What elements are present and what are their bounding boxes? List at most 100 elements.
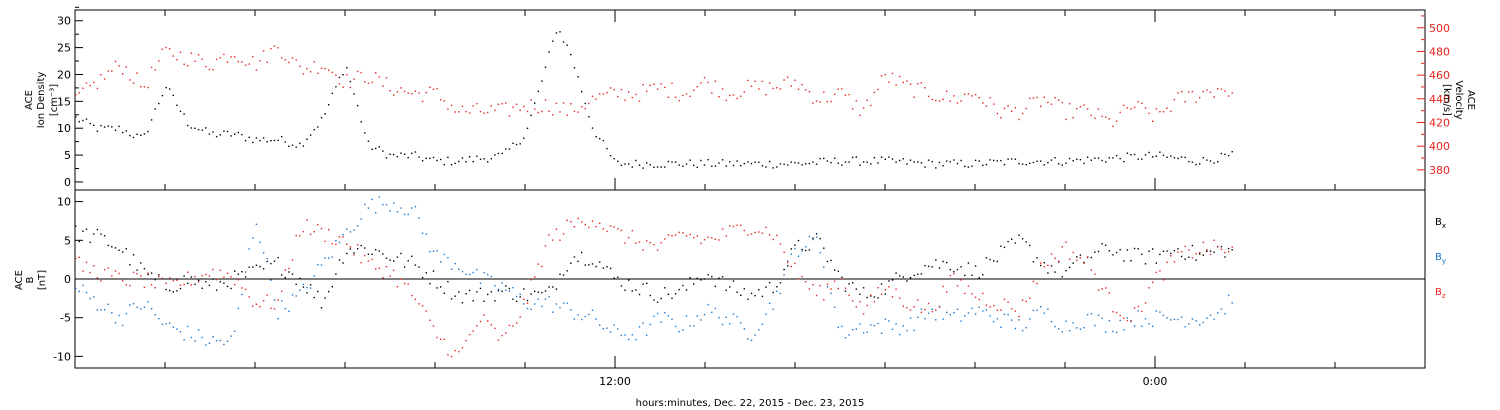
- data-point-bz: [1083, 262, 1085, 264]
- data-point-bz: [768, 234, 771, 236]
- data-point-bx: [1166, 250, 1168, 252]
- data-point-series0: [985, 164, 988, 166]
- data-point-bx: [512, 298, 514, 300]
- data-point-series0: [418, 156, 420, 158]
- data-point-series0: [989, 159, 991, 161]
- data-point-series0: [830, 161, 832, 164]
- data-point-series0: [1032, 161, 1035, 164]
- data-point-series1: [617, 95, 619, 98]
- data-point-by: [602, 328, 605, 330]
- data-point-series0: [403, 153, 406, 155]
- data-point-bx: [432, 270, 435, 272]
- data-point-by: [1227, 294, 1230, 297]
- data-point-series1: [638, 100, 641, 102]
- data-point-bx: [1155, 262, 1157, 264]
- data-point-series0: [440, 158, 442, 161]
- density-tick-label: 25: [57, 42, 71, 55]
- data-point-bz: [877, 287, 879, 289]
- data-point-bz: [1188, 249, 1190, 251]
- data-point-bx: [320, 307, 323, 309]
- data-point-by: [779, 292, 782, 295]
- data-point-series1: [1141, 102, 1143, 105]
- data-point-bz: [1144, 302, 1147, 304]
- data-point-series0: [537, 90, 539, 93]
- data-point-bx: [714, 285, 717, 288]
- data-point-by: [223, 343, 225, 346]
- data-point-bz: [476, 325, 478, 327]
- data-point-bx: [111, 246, 113, 248]
- data-point-bx: [411, 255, 413, 257]
- data-point-series0: [107, 125, 109, 127]
- data-point-series1: [823, 91, 825, 93]
- data-point-bz: [823, 299, 825, 301]
- data-point-series1: [602, 93, 605, 95]
- data-point-by: [624, 334, 626, 336]
- data-point-series1: [382, 85, 384, 87]
- data-point-by: [385, 204, 388, 206]
- data-point-bx: [989, 258, 991, 261]
- data-point-series0: [125, 130, 127, 132]
- data-point-series1: [288, 61, 290, 64]
- data-point-bx: [1115, 251, 1118, 254]
- data-point-series1: [356, 70, 359, 73]
- data-point-bz: [1180, 250, 1183, 253]
- data-point-series0: [685, 163, 688, 165]
- data-point-series0: [1007, 158, 1009, 160]
- data-point-bx: [378, 250, 380, 252]
- data-point-series1: [436, 87, 438, 90]
- data-point-series1: [577, 111, 579, 113]
- data-point-bx: [75, 225, 77, 227]
- data-point-series0: [880, 156, 883, 158]
- data-point-series1: [1112, 125, 1114, 127]
- data-point-bz: [628, 236, 630, 239]
- data-point-series0: [375, 147, 377, 150]
- data-point-series0: [169, 88, 171, 90]
- data-point-series0: [946, 160, 948, 162]
- data-point-series0: [548, 51, 550, 53]
- data-point-by: [331, 256, 333, 258]
- data-point-series1: [179, 51, 182, 53]
- data-point-by: [1202, 321, 1204, 324]
- data-point-bx: [1224, 256, 1226, 258]
- data-point-series0: [468, 156, 471, 158]
- data-point-series1: [385, 77, 388, 79]
- time-axis-label: hours:minutes, Dec. 22, 2015 - Dec. 23, …: [636, 398, 865, 409]
- data-point-by: [682, 329, 684, 331]
- data-point-series1: [512, 106, 514, 108]
- data-point-series0: [819, 157, 821, 160]
- data-point-by: [721, 323, 724, 326]
- data-point-series0: [150, 119, 153, 121]
- data-point-series0: [732, 164, 735, 167]
- data-point-series1: [852, 108, 854, 110]
- data-point-by: [685, 315, 688, 317]
- data-point-bz: [993, 304, 995, 307]
- data-point-by: [584, 315, 586, 318]
- data-point-bz: [917, 299, 919, 301]
- data-point-series0: [132, 136, 135, 139]
- data-point-series0: [487, 161, 489, 163]
- data-point-series1: [530, 99, 532, 101]
- data-point-bz: [237, 279, 239, 281]
- data-point-series0: [993, 159, 995, 162]
- data-point-series0: [367, 140, 370, 142]
- data-point-bx: [255, 264, 258, 266]
- data-point-series1: [1191, 90, 1194, 93]
- data-point-by: [118, 314, 120, 317]
- data-point-bz: [107, 267, 109, 269]
- data-point-series0: [765, 166, 767, 168]
- data-point-series1: [689, 95, 691, 98]
- data-point-by: [349, 231, 352, 233]
- data-point-by: [880, 332, 883, 334]
- data-point-by: [566, 302, 568, 304]
- data-point-bx: [808, 249, 811, 251]
- data-point-bx: [335, 273, 337, 275]
- data-point-bz: [1126, 319, 1129, 322]
- data-point-bz: [982, 292, 984, 295]
- data-point-bx: [1054, 271, 1056, 273]
- data-point-by: [302, 283, 305, 286]
- data-point-series0: [360, 121, 362, 123]
- data-point-series1: [743, 91, 745, 93]
- data-point-by: [797, 255, 800, 257]
- data-point-bx: [1126, 249, 1129, 251]
- data-point-by: [338, 241, 341, 244]
